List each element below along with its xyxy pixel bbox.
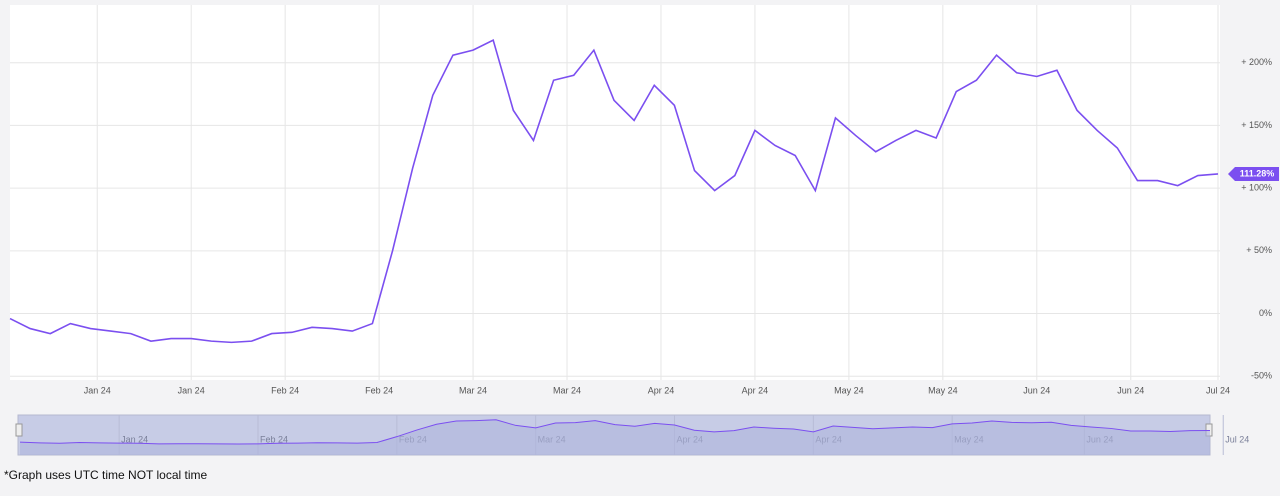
navigator-tick-label: Jul 24 (1225, 434, 1249, 444)
navigator-area (20, 419, 1210, 455)
navigator-tick-label: Jan 24 (121, 434, 148, 444)
value-label: 111.28% (1240, 168, 1275, 178)
x-tick-label: Jan 24 (84, 385, 111, 395)
footnote: *Graph uses UTC time NOT local time (4, 468, 207, 482)
y-tick-label: + 150% (1241, 120, 1272, 130)
x-tick-label: Feb 24 (365, 385, 393, 395)
value-badge (1228, 166, 1279, 181)
x-tick-label: Apr 24 (648, 385, 675, 395)
x-tick-label: Feb 24 (271, 385, 299, 395)
x-tick-label: Jan 24 (178, 385, 205, 395)
plot-area (10, 5, 1220, 380)
x-tick-label: Mar 24 (553, 385, 581, 395)
x-tick-label: Jun 24 (1023, 385, 1050, 395)
x-tick-label: Apr 24 (742, 385, 769, 395)
y-tick-label: + 200% (1241, 57, 1272, 67)
navigator-tick-label: Feb 24 (260, 434, 288, 444)
y-tick-label: + 100% (1241, 182, 1272, 192)
x-tick-label: Jul 24 (1206, 385, 1230, 395)
line (9, 38, 1219, 344)
y-tick-label: -50% (1251, 371, 1272, 381)
y-tick-label: + 50% (1246, 245, 1272, 255)
x-tick-label: Mar 24 (459, 385, 487, 395)
x-tick-label: May 24 (928, 385, 958, 395)
x-tick-label: May 24 (834, 385, 864, 395)
y-tick-label: 0% (1259, 308, 1272, 318)
navigator-line (19, 419, 1211, 445)
navigator-handle[interactable] (15, 423, 23, 437)
x-tick-label: Jun 24 (1117, 385, 1144, 395)
